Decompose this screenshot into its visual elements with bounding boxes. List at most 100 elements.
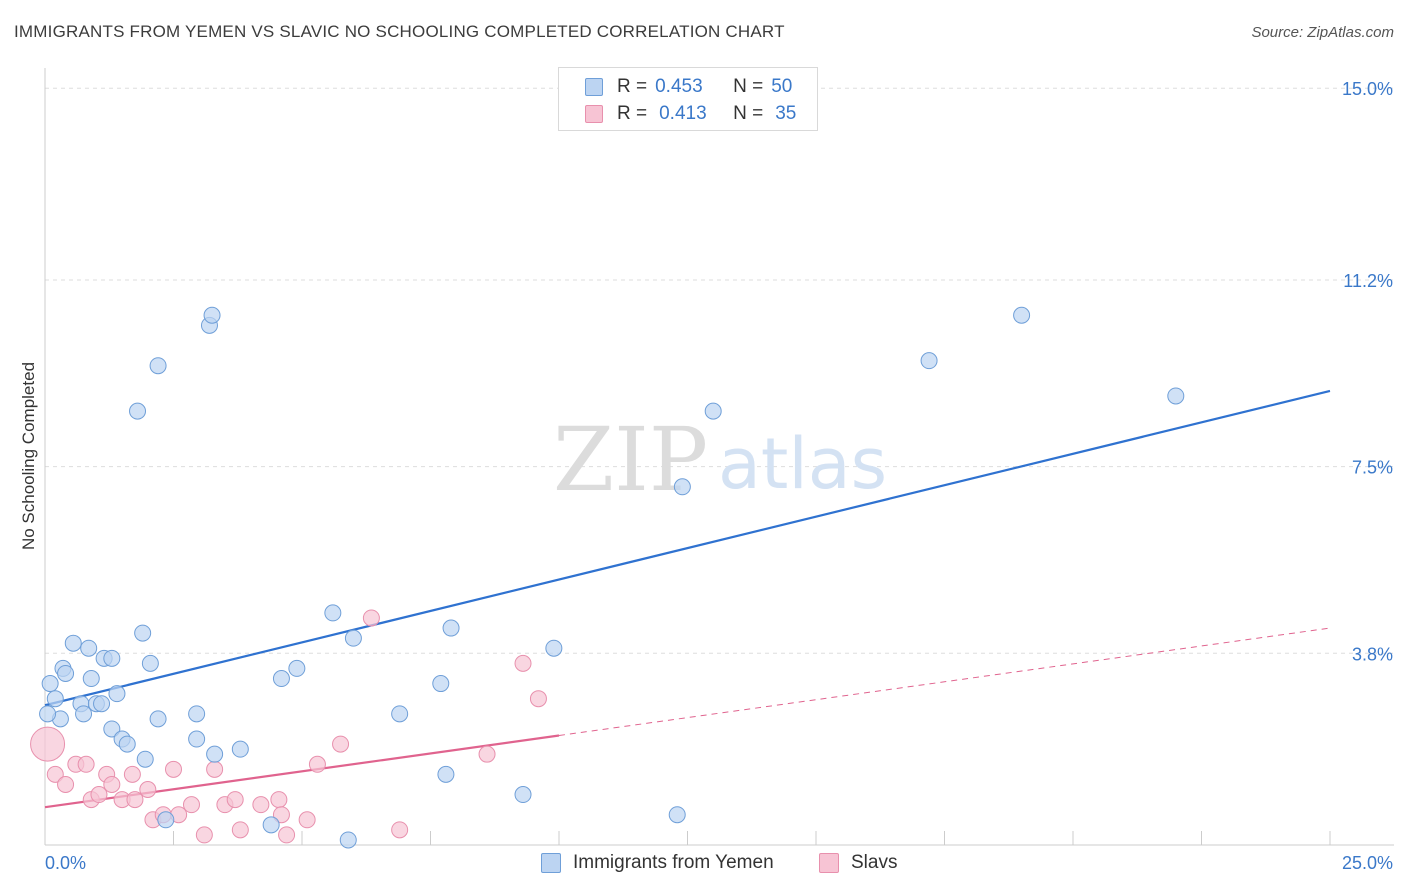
slavs-point [182, 796, 200, 814]
chart-title: IMMIGRANTS FROM YEMEN VS SLAVIC NO SCHOO… [14, 22, 785, 41]
slavs-point [278, 826, 296, 844]
yemen-point [39, 705, 57, 723]
legend-row-slavs: R = 0.413 N = 35 [585, 102, 796, 126]
yemen-point [103, 649, 121, 667]
yemen-point [668, 806, 686, 824]
yemen-point [75, 705, 93, 723]
y-tick-label: 3.8% [1352, 644, 1393, 664]
yemen-point [118, 735, 136, 753]
yemen-point [545, 639, 563, 657]
x-tick-label: 25.0% [1342, 853, 1393, 873]
yemen-point [203, 306, 221, 324]
slavs-point [46, 765, 64, 783]
yemen-point [82, 670, 100, 688]
slavs-point [332, 735, 350, 753]
yemen-point [339, 831, 357, 849]
slavs-point [123, 765, 141, 783]
slavs-point [231, 821, 249, 839]
data-points [30, 306, 1185, 849]
yemen-point [442, 619, 460, 637]
slavs-point [529, 690, 547, 708]
yemen-point [188, 705, 206, 723]
slavs-point [165, 760, 182, 778]
yemen-point [149, 357, 167, 375]
watermark-atlas: atlas [718, 423, 887, 505]
slavs-point [272, 806, 290, 824]
slavs-trend-extension [558, 627, 1331, 737]
watermark-zip: ZIP [553, 408, 708, 511]
slavs-point [362, 609, 380, 627]
slavs-point [206, 760, 224, 778]
slavs-point [195, 826, 213, 844]
yemen-point [1167, 387, 1185, 405]
slavs-point [57, 775, 75, 793]
yemen-point [231, 740, 249, 758]
yemen-point [80, 639, 98, 657]
yemen-point [157, 811, 175, 829]
yemen-point [324, 604, 342, 622]
tick-labels: 3.8% 7.5% 11.2% 15.0% 0.0% 25.0% [45, 79, 1393, 873]
yemen-point [920, 352, 938, 370]
yemen-point [432, 675, 450, 693]
yemen-point [673, 478, 691, 496]
yemen-point [141, 654, 159, 672]
yemen-point [437, 765, 455, 783]
legend-r-label: R = [617, 76, 648, 97]
correlation-legend: R = 0.453 N = 50 R = 0.413 N = 35 [558, 67, 818, 131]
y-axis-label: No Schooling Completed [19, 362, 38, 550]
legend-n-label: N = [733, 103, 764, 124]
slavs-point [478, 745, 496, 763]
yemen-point [262, 816, 280, 834]
yemen-point [136, 750, 154, 768]
slavs-point [90, 786, 108, 804]
yemen-point [129, 402, 147, 420]
yemen-point [93, 695, 111, 713]
yemen-point [1013, 306, 1031, 324]
y-tick-label: 15.0% [1342, 79, 1393, 99]
bottom-legend-slavs: Slavs [819, 852, 897, 874]
legend-r-value: 0.413 [659, 103, 707, 124]
yemen-point [64, 634, 82, 652]
chart-source: Source: ZipAtlas.com [1251, 24, 1394, 41]
slavs-point [139, 781, 157, 799]
yemen-point [41, 675, 59, 693]
x-tick-label: 0.0% [45, 853, 86, 873]
slavs-point [252, 796, 270, 814]
slavs-point [270, 791, 288, 809]
legend-n-value: 35 [775, 103, 797, 124]
yemen-point [103, 720, 121, 738]
slavs-point [308, 755, 326, 773]
yemen-point [206, 745, 224, 763]
legend-swatch-slavs [585, 105, 603, 123]
slavs-point [226, 791, 244, 809]
yemen-point [391, 705, 409, 723]
slavs-point [77, 755, 95, 773]
yemen-point [288, 659, 306, 677]
yemen-trend-line [44, 389, 1331, 707]
yemen-point [514, 786, 532, 804]
yemen-point [46, 690, 64, 708]
yemen-point [108, 685, 126, 703]
bottom-legend-label-yemen: Immigrants from Yemen [573, 852, 774, 873]
slavs-point [126, 791, 144, 809]
slavs-point [391, 821, 409, 839]
legend-n-value: 50 [771, 76, 793, 97]
legend-swatch-yemen [585, 78, 603, 96]
slavs-point [514, 654, 532, 672]
yemen-point [188, 730, 206, 748]
legend-n-label: N = [733, 76, 764, 97]
slavs-point [103, 775, 121, 793]
yemen-point [704, 402, 722, 420]
yemen-point [57, 664, 75, 682]
slavs-point [30, 726, 66, 762]
bottom-legend-label-slavs: Slavs [851, 852, 898, 873]
yemen-point [272, 670, 290, 688]
legend-row-yemen: R = 0.453 N = 50 [585, 75, 792, 99]
grid-lines [45, 87, 1394, 654]
bottom-legend-yemen: Immigrants from Yemen [541, 852, 774, 874]
yemen-point [134, 624, 152, 642]
bottom-legend-swatch-yemen [541, 853, 561, 873]
yemen-point [149, 710, 167, 728]
y-tick-label: 11.2% [1343, 271, 1393, 291]
